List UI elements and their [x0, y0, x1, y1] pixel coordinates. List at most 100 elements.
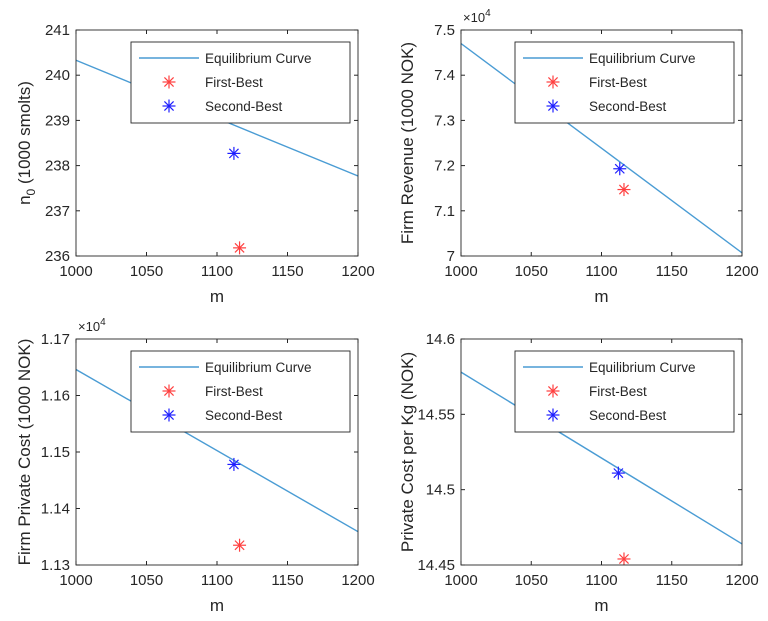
y-tick-label: 1.13: [41, 557, 70, 574]
first-best-marker: [617, 552, 631, 565]
legend-second-best-icon-d2: [547, 100, 559, 112]
first-best-marker-d2: [234, 242, 245, 253]
x-tick-label: 1000: [59, 572, 92, 589]
equilibrium-curve-line: [76, 368, 358, 533]
legend-entry: First-Best: [205, 75, 263, 90]
y-tick-label: 1.17: [41, 331, 70, 348]
y-tick-label: 14.45: [417, 557, 455, 574]
x-tick-label: 1050: [515, 263, 548, 280]
x-tick-label: 1100: [201, 572, 233, 589]
x-axis-label: m: [594, 596, 608, 615]
x-axis-label: m: [210, 287, 224, 306]
y-axis-label: Firm Private Cost (1000 NOK): [15, 339, 34, 566]
x-tick-label: 1150: [656, 263, 688, 280]
exponent-power: 4: [485, 8, 491, 19]
legend-second-best-icon: [162, 408, 176, 422]
legend: Equilibrium Curve First-Best Second-Best: [514, 350, 735, 433]
first-best-marker-d2: [618, 184, 630, 195]
legend-entry: Equilibrium Curve: [589, 360, 696, 375]
y-tick-label: 14.55: [417, 406, 455, 423]
y-tick-label: 7.5: [434, 22, 455, 39]
exponent-base: ×10: [78, 319, 100, 334]
x-tick-label: 1150: [656, 572, 688, 589]
y-label-main: n: [15, 195, 34, 204]
y-tick-label: 1.14: [41, 501, 70, 518]
second-best-marker-d2: [614, 163, 625, 174]
first-best-marker: [233, 538, 247, 552]
subplot-2: 1000 1050 1100 1150 1200 7 7.1 7.2 7.3 7.4 7.5 ×104…: [398, 8, 759, 306]
y-label-subscript: 0: [24, 188, 38, 195]
second-best-marker-d2: [228, 148, 239, 159]
second-best-marker: [611, 466, 625, 480]
exponent-base: ×10: [463, 10, 485, 25]
x-tick-label: 1000: [444, 263, 477, 280]
y-tick-label: 1.16: [41, 388, 70, 405]
legend-entry: Second-Best: [589, 408, 667, 423]
legend-first-best-icon: [162, 75, 176, 89]
legend-second-best-icon: [162, 99, 176, 113]
x-tick-label: 1050: [130, 572, 163, 589]
x-tick-label: 1200: [341, 263, 374, 280]
first-best-marker-d2: [234, 540, 245, 551]
x-tick-label: 1150: [271, 572, 303, 589]
second-best-marker: [227, 146, 241, 160]
legend-second-best-icon-d2: [163, 100, 175, 112]
second-best-marker-d2: [228, 459, 239, 470]
legend: Equilibrium Curve First-Best Second-Best: [130, 350, 351, 433]
y-tick-label: 14.5: [426, 482, 455, 499]
legend-first-best-icon: [162, 384, 176, 398]
y-tick-label: 14.6: [426, 331, 455, 348]
subplot-3: 1000 1050 1100 1150 1200 1.13 1.14 1.15 1.16 1.17…: [15, 317, 375, 615]
y-tick-label: 240: [45, 67, 70, 84]
legend-entry: First-Best: [589, 384, 647, 399]
y-tick-label: 7.2: [434, 158, 455, 175]
legend-first-best-icon-d2: [163, 385, 175, 397]
x-tick-label: 1200: [725, 263, 758, 280]
x-tick-label: 1050: [515, 572, 548, 589]
x-tick-label: 1100: [585, 572, 617, 589]
second-best-marker: [227, 457, 241, 471]
legend-entry: First-Best: [205, 384, 263, 399]
x-tick-label: 1100: [585, 263, 617, 280]
legend-entry: Equilibrium Curve: [205, 360, 312, 375]
y-tick-label: 241: [45, 22, 70, 39]
second-best-marker-d2: [613, 468, 624, 479]
legend-entry: Second-Best: [589, 99, 667, 114]
plot-series: [76, 368, 358, 552]
first-best-marker-d2: [618, 553, 630, 564]
y-tick-label: 236: [45, 248, 70, 265]
y-tick-label: 1.15: [41, 444, 70, 461]
legend-entry: Second-Best: [205, 408, 283, 423]
x-tick-label: 1200: [341, 572, 374, 589]
legend-second-best-icon-d2: [163, 409, 175, 421]
y-tick-label: 239: [45, 112, 70, 129]
legend-entry: Equilibrium Curve: [589, 51, 696, 66]
y-tick-label: 7.1: [434, 203, 455, 220]
y-axis-label: n0 (1000 smolts): [15, 81, 38, 205]
x-axis-label: m: [210, 596, 224, 615]
legend-first-best-icon-d2: [547, 76, 559, 88]
plot-series: [461, 371, 742, 565]
x-tick-label: 1050: [130, 263, 163, 280]
y-tick-label: 238: [45, 158, 70, 175]
legend-second-best-icon: [546, 408, 560, 422]
x-tick-label: 1200: [725, 572, 758, 589]
legend: Equilibrium Curve First-Best Second-Best: [514, 41, 735, 124]
first-best-marker: [233, 241, 247, 255]
legend-second-best-icon-d2: [547, 409, 559, 421]
equilibrium-curve-line: [461, 371, 742, 545]
subplot-4: 1000 1050 1100 1150 1200 14.45 14.5 14.55 14.6 m P…: [398, 331, 759, 615]
legend-second-best-icon: [546, 99, 560, 113]
first-best-marker: [617, 183, 631, 197]
subplot-1: 1000 1050 1100 1150 1200 236 237 238 239 240 241 m n…: [15, 22, 375, 306]
x-tick-label: 1000: [444, 572, 477, 589]
exponent-label: ×104: [78, 317, 106, 334]
plot-series: [461, 42, 742, 254]
y-label-rest: (1000 smolts): [15, 81, 34, 189]
y-axis-label: Firm Revenue (1000 NOK): [398, 42, 417, 244]
x-tick-label: 1150: [271, 263, 303, 280]
equilibrium-curve-line: [461, 42, 742, 254]
legend-first-best-icon: [546, 75, 560, 89]
y-tick-label: 237: [45, 203, 70, 220]
